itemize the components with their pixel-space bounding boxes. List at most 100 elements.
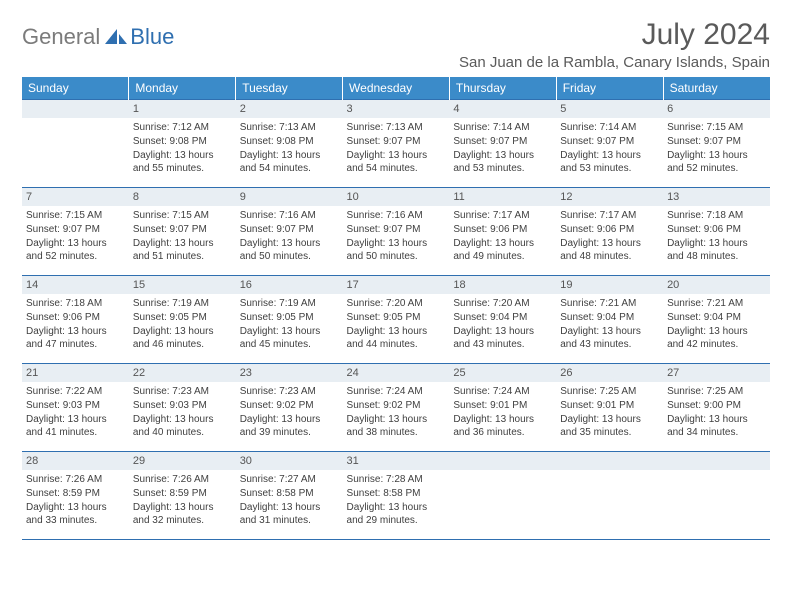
- calendar-body: 1Sunrise: 7:12 AMSunset: 9:08 PMDaylight…: [22, 100, 770, 540]
- sunset-text: Sunset: 9:07 PM: [240, 223, 339, 236]
- daylight-text: Daylight: 13 hours and 33 minutes.: [26, 501, 125, 527]
- day-info: Sunrise: 7:15 AMSunset: 9:07 PMDaylight:…: [667, 121, 766, 175]
- calendar-day-cell: 1Sunrise: 7:12 AMSunset: 9:08 PMDaylight…: [129, 100, 236, 188]
- calendar-day-cell: 6 Sunrise: 7:15 AMSunset: 9:07 PMDaylight…: [663, 100, 770, 188]
- day-info: Sunrise: 7:18 AMSunset: 9:06 PMDaylight:…: [26, 297, 125, 351]
- daylight-text: Daylight: 13 hours and 31 minutes.: [240, 501, 339, 527]
- calendar-table: SundayMondayTuesdayWednesdayThursdayFrid…: [22, 77, 770, 540]
- sunset-text: Sunset: 9:06 PM: [26, 311, 125, 324]
- sunset-text: Sunset: 8:58 PM: [347, 487, 446, 500]
- calendar-day-cell: 15Sunrise: 7:19 AMSunset: 9:05 PMDayligh…: [129, 276, 236, 364]
- day-info: Sunrise: 7:20 AMSunset: 9:04 PMDaylight:…: [453, 297, 552, 351]
- day-info: Sunrise: 7:19 AMSunset: 9:05 PMDaylight:…: [133, 297, 232, 351]
- day-info: Sunrise: 7:17 AMSunset: 9:06 PMDaylight:…: [560, 209, 659, 263]
- day-number-empty: [663, 452, 770, 470]
- sunrise-text: Sunrise: 7:24 AM: [347, 385, 446, 398]
- weekday-header: Friday: [556, 77, 663, 100]
- day-number: 12: [556, 188, 663, 206]
- day-info: Sunrise: 7:13 AMSunset: 9:07 PMDaylight:…: [347, 121, 446, 175]
- day-info: Sunrise: 7:12 AMSunset: 9:08 PMDaylight:…: [133, 121, 232, 175]
- calendar-day-cell: 14 Sunrise: 7:18 AMSunset: 9:06 PMDayligh…: [22, 276, 129, 364]
- daylight-text: Daylight: 13 hours and 29 minutes.: [347, 501, 446, 527]
- sunrise-text: Sunrise: 7:22 AM: [26, 385, 125, 398]
- day-info: Sunrise: 7:23 AMSunset: 9:02 PMDaylight:…: [240, 385, 339, 439]
- sunset-text: Sunset: 9:01 PM: [560, 399, 659, 412]
- weekday-header: Monday: [129, 77, 236, 100]
- day-info: Sunrise: 7:24 AMSunset: 9:02 PMDaylight:…: [347, 385, 446, 439]
- calendar-day-cell: 26 Sunrise: 7:25 AMSunset: 9:01 PMDayligh…: [556, 364, 663, 452]
- sunrise-text: Sunrise: 7:28 AM: [347, 473, 446, 486]
- sunrise-text: Sunrise: 7:14 AM: [560, 121, 659, 134]
- sunrise-text: Sunrise: 7:18 AM: [26, 297, 125, 310]
- sunset-text: Sunset: 9:07 PM: [453, 135, 552, 148]
- daylight-text: Daylight: 13 hours and 51 minutes.: [133, 237, 232, 263]
- day-info: Sunrise: 7:19 AMSunset: 9:05 PMDaylight:…: [240, 297, 339, 351]
- day-number: 29: [129, 452, 236, 470]
- day-number: 4: [449, 100, 556, 118]
- day-number-empty: [449, 452, 556, 470]
- sunset-text: Sunset: 9:02 PM: [240, 399, 339, 412]
- day-info: Sunrise: 7:21 AMSunset: 9:04 PMDaylight:…: [560, 297, 659, 351]
- day-info: Sunrise: 7:25 AMSunset: 9:01 PMDaylight:…: [560, 385, 659, 439]
- calendar-day-cell: 31 Sunrise: 7:28 AMSunset: 8:58 PMDayligh…: [343, 452, 450, 540]
- calendar-day-cell: [663, 452, 770, 540]
- weekday-header: Tuesday: [236, 77, 343, 100]
- day-number: 14: [22, 276, 129, 294]
- day-number: 3: [343, 100, 450, 118]
- day-number: 9: [236, 188, 343, 206]
- sunset-text: Sunset: 9:06 PM: [560, 223, 659, 236]
- daylight-text: Daylight: 13 hours and 53 minutes.: [560, 149, 659, 175]
- day-number: 18: [449, 276, 556, 294]
- calendar-page: General Blue July 2024 San Juan de la Ra…: [0, 0, 792, 540]
- day-info: Sunrise: 7:14 AMSunset: 9:07 PMDaylight:…: [560, 121, 659, 175]
- day-info: Sunrise: 7:28 AMSunset: 8:58 PMDaylight:…: [347, 473, 446, 527]
- brand-logo: General Blue: [22, 18, 174, 50]
- calendar-day-cell: 12 Sunrise: 7:17 AMSunset: 9:06 PMDayligh…: [556, 188, 663, 276]
- calendar-week-row: 7Sunrise: 7:15 AMSunset: 9:07 PMDaylight…: [22, 188, 770, 276]
- day-info: Sunrise: 7:14 AMSunset: 9:07 PMDaylight:…: [453, 121, 552, 175]
- daylight-text: Daylight: 13 hours and 50 minutes.: [240, 237, 339, 263]
- sunrise-text: Sunrise: 7:23 AM: [133, 385, 232, 398]
- day-number: 24: [343, 364, 450, 382]
- day-number: 25: [449, 364, 556, 382]
- location-text: San Juan de la Rambla, Canary Islands, S…: [459, 54, 770, 71]
- brand-text-gray: General: [22, 24, 100, 50]
- daylight-text: Daylight: 13 hours and 48 minutes.: [667, 237, 766, 263]
- day-number: 22: [129, 364, 236, 382]
- sunrise-text: Sunrise: 7:25 AM: [560, 385, 659, 398]
- sunrise-text: Sunrise: 7:15 AM: [26, 209, 125, 222]
- day-number-empty: [556, 452, 663, 470]
- day-number: 5: [556, 100, 663, 118]
- day-number: 6: [663, 100, 770, 118]
- calendar-day-cell: [22, 100, 129, 188]
- sunrise-text: Sunrise: 7:17 AM: [560, 209, 659, 222]
- calendar-day-cell: 3 Sunrise: 7:13 AMSunset: 9:07 PMDaylight…: [343, 100, 450, 188]
- calendar-day-cell: 20Sunrise: 7:21 AMSunset: 9:04 PMDayligh…: [663, 276, 770, 364]
- sunset-text: Sunset: 9:04 PM: [667, 311, 766, 324]
- daylight-text: Daylight: 13 hours and 46 minutes.: [133, 325, 232, 351]
- title-block: July 2024 San Juan de la Rambla, Canary …: [459, 18, 770, 71]
- day-info: Sunrise: 7:16 AMSunset: 9:07 PMDaylight:…: [347, 209, 446, 263]
- sunrise-text: Sunrise: 7:21 AM: [667, 297, 766, 310]
- daylight-text: Daylight: 13 hours and 52 minutes.: [667, 149, 766, 175]
- calendar-day-cell: 13Sunrise: 7:18 AMSunset: 9:06 PMDayligh…: [663, 188, 770, 276]
- calendar-day-cell: 28Sunrise: 7:26 AMSunset: 8:59 PMDayligh…: [22, 452, 129, 540]
- day-number: 31: [343, 452, 450, 470]
- sunset-text: Sunset: 9:07 PM: [667, 135, 766, 148]
- day-info: Sunrise: 7:20 AMSunset: 9:05 PMDaylight:…: [347, 297, 446, 351]
- day-info: Sunrise: 7:21 AMSunset: 9:04 PMDaylight:…: [667, 297, 766, 351]
- day-number: 26: [556, 364, 663, 382]
- sunrise-text: Sunrise: 7:27 AM: [240, 473, 339, 486]
- daylight-text: Daylight: 13 hours and 35 minutes.: [560, 413, 659, 439]
- sunrise-text: Sunrise: 7:21 AM: [560, 297, 659, 310]
- day-info: Sunrise: 7:23 AMSunset: 9:03 PMDaylight:…: [133, 385, 232, 439]
- day-info: Sunrise: 7:26 AMSunset: 8:59 PMDaylight:…: [133, 473, 232, 527]
- day-number: 2: [236, 100, 343, 118]
- calendar-day-cell: 10Sunrise: 7:16 AMSunset: 9:07 PMDayligh…: [343, 188, 450, 276]
- calendar-header-row: SundayMondayTuesdayWednesdayThursdayFrid…: [22, 77, 770, 100]
- calendar-week-row: 14Sunrise: 7:18 AMSunset: 9:06 PMDayligh…: [22, 276, 770, 364]
- daylight-text: Daylight: 13 hours and 43 minutes.: [453, 325, 552, 351]
- day-number: 17: [343, 276, 450, 294]
- day-info: Sunrise: 7:22 AMSunset: 9:03 PMDaylight:…: [26, 385, 125, 439]
- day-number: 30: [236, 452, 343, 470]
